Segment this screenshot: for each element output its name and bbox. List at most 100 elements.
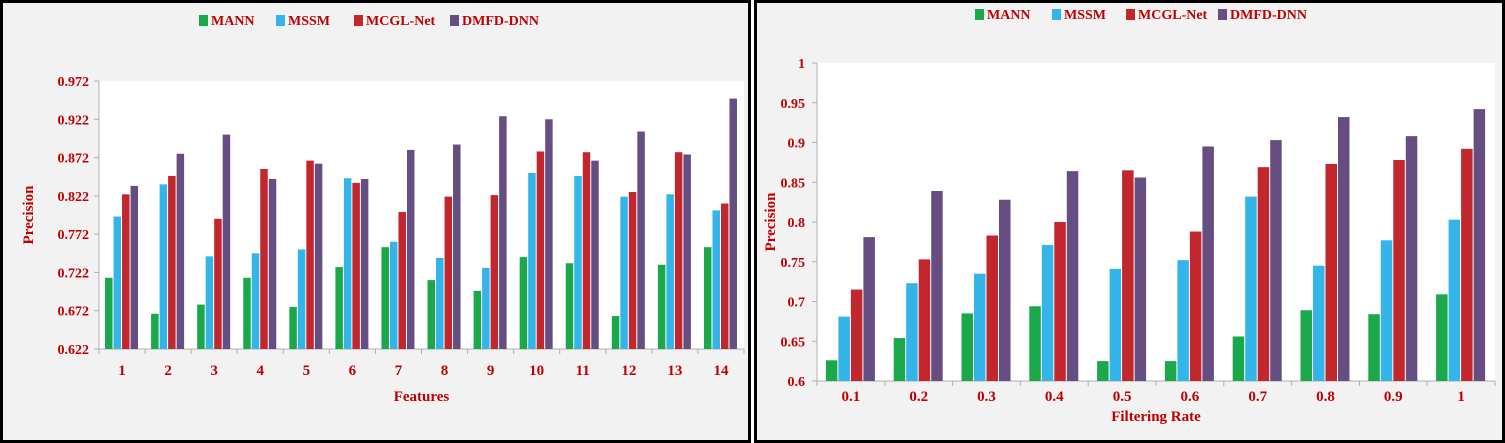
bar-mann-6 — [335, 267, 343, 349]
legend-label: MCGL-Net — [1138, 8, 1208, 23]
y-tick-label: 0.85 — [781, 176, 806, 191]
bar-dmfd-dnn-0_4 — [1066, 171, 1079, 381]
bar-mssm-5 — [297, 249, 306, 349]
legend-label: MSSM — [288, 14, 330, 29]
x-tick-label: 12 — [621, 363, 636, 379]
x-tick-label: 14 — [713, 363, 729, 379]
x-tick-label: 2 — [164, 363, 172, 379]
bar-mann-0_7 — [1232, 336, 1245, 381]
bar-dmfd-dnn-4 — [268, 179, 277, 349]
bar-mann-0_3 — [961, 313, 973, 381]
bar-mann-0_9 — [1368, 314, 1380, 381]
legend-label: MCGL-Net — [366, 14, 436, 29]
chart-filtering-rate-svg: 1 0.95 0.9 0.85 0.8 0.75 0.7 0.65 0.6 0.1 0.2 0.3 0.… — [763, 8, 1496, 425]
bar-dmfd-dnn-0_8 — [1338, 117, 1350, 381]
bar-mssm-1 — [113, 216, 122, 349]
bar-mann-13 — [657, 264, 666, 349]
x-tick-label: 8 — [441, 363, 449, 379]
legend-swatch — [199, 15, 208, 26]
x-tick-label: 0.7 — [1248, 389, 1267, 405]
x-tick-label: 0.4 — [1045, 389, 1064, 405]
x-tick-label: 11 — [576, 363, 590, 379]
legend-label: MSSM — [1064, 8, 1106, 23]
bar-mssm-0_9 — [1380, 240, 1393, 381]
bar-mann-3 — [197, 304, 205, 349]
bar-dmfd-dnn-1 — [130, 185, 139, 349]
bar-dmfd-dnn-3 — [222, 134, 231, 349]
bar-mcgl-net-1 — [122, 194, 130, 349]
bar-mssm-6 — [343, 178, 352, 349]
bar-mssm-11 — [574, 175, 582, 349]
bar-mcgl-net-10 — [536, 151, 545, 349]
x-tick-label: 1 — [1457, 389, 1465, 405]
x-tick-label: 0.6 — [1181, 389, 1200, 405]
bar-mssm-0_5 — [1109, 268, 1122, 381]
bar-mcgl-net-8 — [444, 196, 453, 349]
x-tick-label: 3 — [210, 363, 218, 379]
legend-label: DMFD-DNN — [1230, 8, 1307, 23]
bar-mssm-0_6 — [1177, 260, 1189, 381]
bar-mcgl-net-13 — [674, 152, 683, 349]
chart-panel-filtering-rate: 1 0.95 0.9 0.85 0.8 0.75 0.7 0.65 0.6 0.1 0.2 0.3 0.… — [754, 0, 1505, 443]
bar-mcgl-net-2 — [168, 175, 176, 349]
bar-mann-0_6 — [1164, 361, 1177, 381]
bar-mcgl-net-0_1 — [850, 289, 863, 381]
bar-mann-10 — [519, 257, 528, 349]
y-tick-label: 0.872 — [58, 152, 90, 167]
bar-mcgl-net-9 — [490, 195, 499, 349]
bar-mcgl-net-0_2 — [918, 259, 931, 381]
bar-dmfd-dnn-7 — [406, 149, 415, 349]
bar-mann-14 — [703, 247, 712, 349]
bar-mssm-2 — [159, 184, 168, 349]
y-tick-label: 0.922 — [58, 113, 90, 128]
bar-mann-1 — [1436, 294, 1448, 381]
bar-mssm-0_8 — [1313, 265, 1325, 381]
legend-swatch — [1052, 9, 1061, 20]
bar-dmfd-dnn-0_6 — [1202, 146, 1214, 381]
legend-swatch — [450, 15, 459, 26]
x-axis-label: Features — [394, 389, 450, 405]
bar-mcgl-net-0_9 — [1393, 159, 1405, 381]
bar-mcgl-net-11 — [582, 152, 591, 349]
y-tick-label: 0.622 — [58, 343, 90, 358]
x-tick-label: 0.2 — [909, 389, 928, 405]
bar-mcgl-net-0_5 — [1122, 170, 1134, 381]
y-tick-label: 0.8 — [788, 216, 806, 231]
bar-dmfd-dnn-1 — [1473, 109, 1486, 382]
x-tick-label: 0.1 — [842, 389, 861, 405]
bar-mssm-4 — [251, 253, 260, 349]
x-tick-label: 1 — [118, 363, 126, 379]
x-tick-label: 0.5 — [1113, 389, 1132, 405]
bar-mssm-14 — [712, 210, 720, 349]
y-tick-label: 0.75 — [781, 256, 806, 271]
bar-mcgl-net-12 — [628, 192, 637, 349]
bar-mssm-0_7 — [1245, 196, 1257, 381]
y-tick-label: 0.6 — [788, 375, 806, 390]
legend-label: MANN — [211, 14, 255, 29]
x-tick-label: 0.9 — [1384, 389, 1403, 405]
bar-dmfd-dnn-0_7 — [1270, 140, 1282, 381]
bar-mcgl-net-5 — [306, 160, 314, 349]
y-tick-label: 1 — [798, 57, 805, 72]
bar-mssm-13 — [666, 194, 674, 349]
bar-dmfd-dnn-10 — [545, 119, 553, 350]
bar-mann-2 — [151, 313, 159, 349]
y-tick-label: 0.7 — [788, 296, 806, 311]
x-axis-label: Filtering Rate — [1111, 409, 1201, 425]
bar-mssm-0_3 — [974, 273, 986, 381]
bar-mcgl-net-0_8 — [1325, 163, 1337, 381]
y-axis-label: Precision — [763, 192, 779, 252]
bar-dmfd-dnn-0_2 — [931, 190, 943, 381]
y-tick-label: 0.772 — [58, 228, 90, 243]
bar-dmfd-dnn-0_3 — [999, 199, 1011, 381]
bar-dmfd-dnn-14 — [729, 98, 737, 350]
bar-mssm-0_2 — [906, 283, 918, 381]
y-tick-label: 0.65 — [781, 335, 806, 350]
legend-swatch — [1218, 9, 1227, 20]
bar-dmfd-dnn-13 — [683, 154, 691, 349]
bar-mcgl-net-0_7 — [1257, 167, 1270, 381]
bar-dmfd-dnn-0_1 — [863, 237, 875, 381]
bar-dmfd-dnn-5 — [314, 163, 323, 349]
bar-mssm-0_1 — [838, 316, 850, 381]
bar-mann-4 — [243, 277, 251, 349]
